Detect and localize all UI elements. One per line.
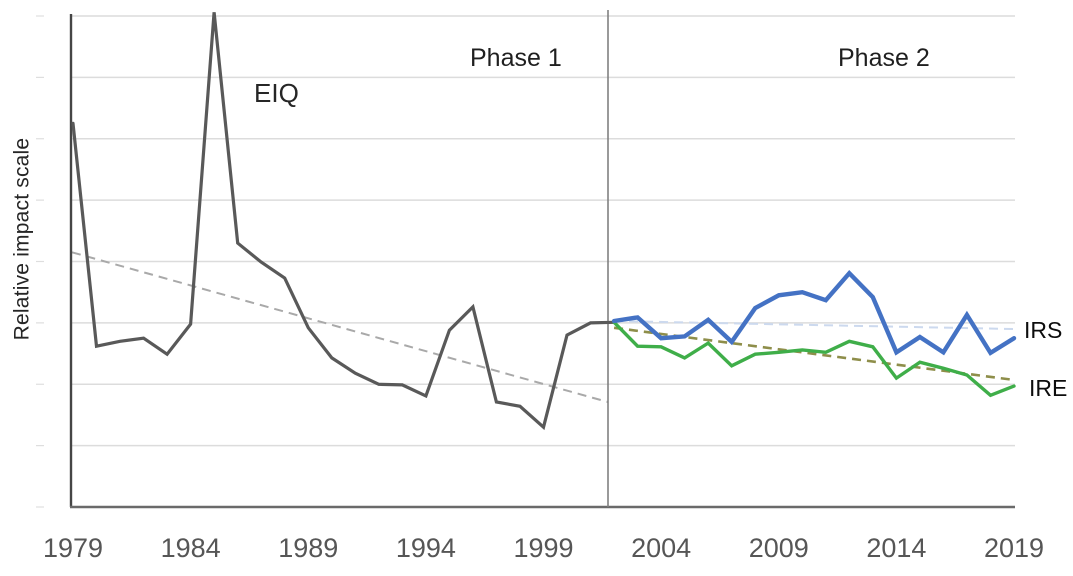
series-line-ire (612, 320, 1016, 398)
phase-1-label: Phase 1 (470, 44, 562, 72)
x-tick-label: 2019 (983, 533, 1045, 563)
series-label-eiq: EIQ (254, 78, 299, 108)
phase-2-label: Phase 2 (838, 44, 930, 72)
x-tick-label: 2009 (748, 533, 809, 563)
trendline-irs (614, 320, 1015, 331)
series-label-ire: IRE (1029, 375, 1068, 401)
x-tick-label: 2014 (866, 533, 927, 563)
x-tick-label: 1979 (42, 533, 104, 563)
series-label-irs: IRS (1024, 317, 1063, 343)
x-tick-label: 2004 (631, 533, 692, 563)
trendline-eiq (71, 251, 609, 404)
x-tick-label: 1984 (160, 533, 221, 563)
x-tick-label: 1989 (278, 533, 339, 563)
series-line-eiq (71, 12, 616, 431)
series-line-irs (611, 269, 1017, 356)
x-tick-label: 1994 (395, 533, 456, 563)
x-tick-label: 1999 (513, 533, 574, 563)
